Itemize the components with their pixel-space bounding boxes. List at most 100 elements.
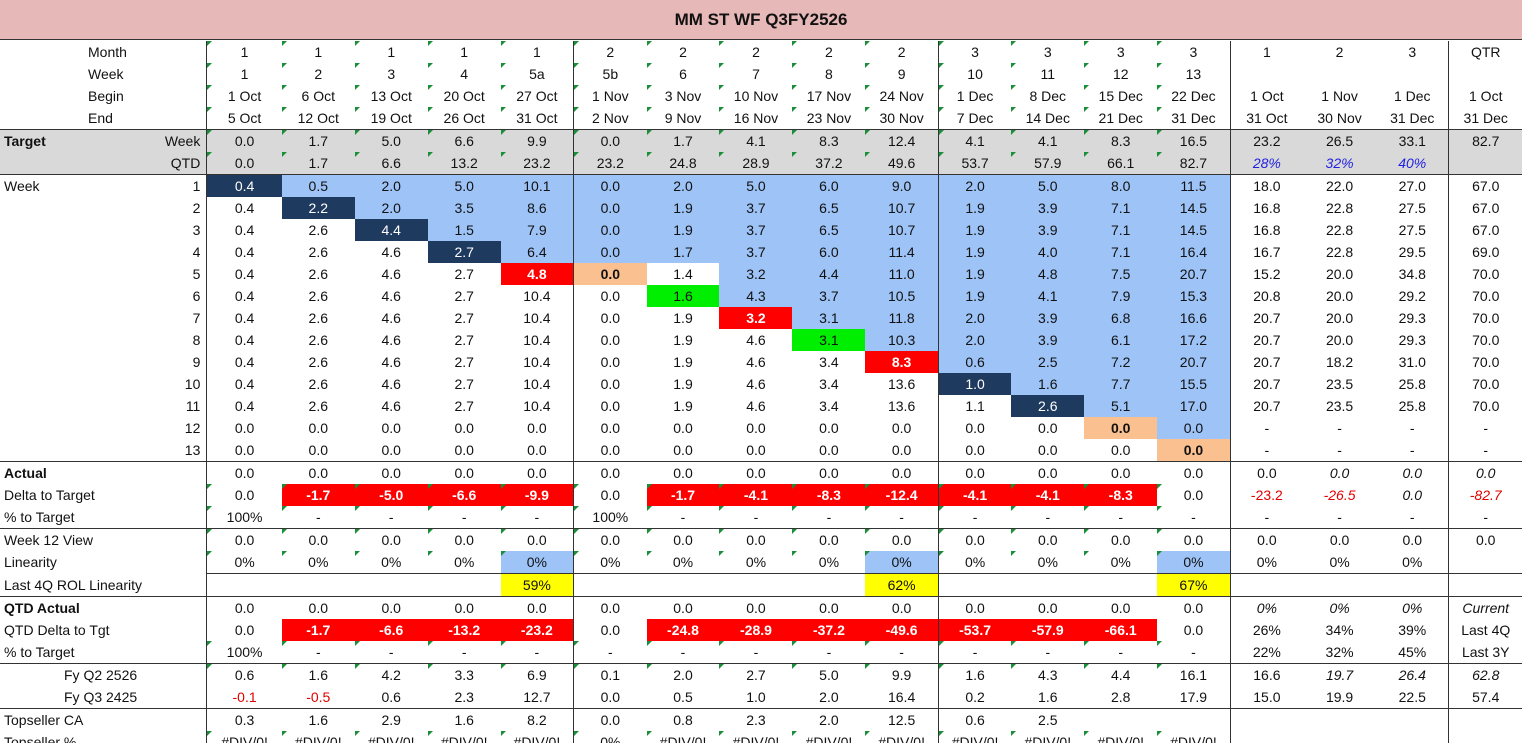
cell[interactable]: 10.7 (865, 219, 939, 241)
cell[interactable]: 2 (792, 41, 865, 63)
cell[interactable]: 0.0 (573, 197, 647, 219)
cell[interactable]: 4.6 (746, 332, 766, 348)
cell[interactable]: 0.0 (573, 708, 647, 731)
cell[interactable]: - (1337, 442, 1342, 458)
cell[interactable]: 6.5 (792, 197, 866, 219)
cell[interactable]: 4.6 (381, 354, 401, 370)
cell[interactable]: 8.2 (500, 708, 574, 731)
cell[interactable]: 4.2 (354, 663, 428, 686)
cell[interactable]: 0.0 (427, 596, 501, 619)
cell[interactable]: 23.5 (1325, 376, 1354, 392)
cell[interactable] (281, 573, 355, 597)
cell[interactable]: 2.6 (308, 288, 328, 304)
cell[interactable]: 1.9 (646, 219, 720, 241)
cell[interactable]: -0.1 (206, 686, 282, 709)
cell[interactable]: 15.0 (1229, 686, 1304, 709)
cell[interactable]: 1.9 (937, 285, 1012, 307)
cell[interactable]: 2.6 (308, 310, 328, 326)
cell[interactable]: - (1409, 509, 1415, 525)
cell[interactable]: 34% (1325, 622, 1354, 638)
cell[interactable] (1229, 708, 1304, 731)
cell[interactable]: 1.0 (937, 373, 1012, 395)
cell[interactable]: 2.0 (937, 174, 1012, 197)
cell[interactable] (937, 573, 1012, 597)
cell[interactable]: 0% (1229, 551, 1304, 574)
cell[interactable]: 2.5 (1011, 708, 1085, 731)
cell[interactable]: 0.5 (673, 689, 693, 705)
cell[interactable]: 0% (1011, 551, 1085, 574)
cell[interactable]: 1.7 (281, 152, 355, 175)
cell[interactable] (1229, 573, 1304, 597)
cell[interactable]: 7.1 (1084, 219, 1158, 241)
cell[interactable]: 31 Dec (1157, 107, 1230, 130)
cell[interactable]: 1.9 (673, 354, 693, 370)
cell[interactable]: 3.7 (719, 241, 793, 263)
cell[interactable]: 0.0 (573, 395, 647, 417)
cell[interactable]: -5.0 (354, 484, 428, 506)
cell[interactable]: 0.4 (206, 241, 282, 263)
cell[interactable]: 0.0 (573, 285, 647, 307)
cell[interactable]: 0.6 (937, 351, 1012, 373)
cell[interactable]: 0.0 (206, 439, 282, 462)
cell[interactable]: 22.8 (1325, 200, 1354, 216)
cell[interactable]: -1.7 (281, 484, 355, 506)
cell[interactable]: 0.0 (206, 528, 282, 551)
cell[interactable]: 6 Oct (281, 85, 355, 107)
cell[interactable]: 70.0 (1448, 285, 1522, 307)
cell[interactable]: -4.1 (1011, 484, 1085, 506)
cell[interactable]: - (1157, 641, 1230, 664)
cell[interactable]: 3.2 (719, 307, 793, 329)
cell[interactable]: 0.0 (1011, 461, 1085, 484)
cell[interactable]: 0.0 (206, 152, 282, 175)
cell[interactable]: 0.4 (206, 285, 282, 307)
cell[interactable]: 9.9 (865, 663, 939, 686)
cell[interactable]: 2 (573, 41, 647, 63)
cell[interactable]: 4.6 (381, 244, 401, 260)
cell[interactable]: 10.3 (865, 329, 939, 351)
cell[interactable]: 1 Oct (1229, 85, 1304, 107)
cell[interactable]: 1 Oct (206, 85, 282, 107)
cell[interactable]: 0.0 (937, 528, 1012, 551)
cell[interactable]: 4.6 (381, 376, 401, 392)
cell[interactable]: 3 (937, 41, 1012, 63)
cell[interactable]: 7.2 (1084, 351, 1158, 373)
cell[interactable]: 3.9 (1011, 307, 1085, 329)
cell[interactable]: -13.2 (427, 619, 501, 641)
cell[interactable]: 45% (1398, 644, 1427, 660)
cell[interactable]: 0.4 (206, 307, 282, 329)
cell[interactable] (1229, 731, 1304, 743)
cell[interactable]: 70.0 (1448, 307, 1522, 329)
cell[interactable]: 0% (719, 551, 793, 574)
cell[interactable]: 0% (1084, 551, 1158, 574)
cell[interactable]: 3 (1084, 41, 1157, 63)
cell[interactable] (1303, 573, 1377, 597)
cell[interactable]: 0.0 (673, 442, 693, 458)
cell[interactable]: 5b (573, 63, 647, 85)
cell[interactable]: 57.4 (1448, 686, 1522, 709)
cell[interactable]: 17.2 (1157, 329, 1231, 351)
cell[interactable]: Current (1448, 596, 1522, 619)
cell[interactable]: 0.0 (746, 420, 766, 436)
cell[interactable]: 0.0 (573, 241, 647, 263)
cell[interactable]: 0.0 (1157, 596, 1231, 619)
cell[interactable]: 34.8 (1398, 266, 1426, 282)
cell[interactable]: 69.0 (1448, 241, 1522, 263)
cell[interactable]: - (646, 506, 720, 529)
cell[interactable]: -8.3 (792, 484, 866, 506)
cell[interactable]: - (573, 641, 647, 664)
cell[interactable]: 3 (1011, 41, 1084, 63)
cell[interactable]: 53.7 (937, 152, 1012, 175)
cell[interactable]: 0.0 (573, 219, 647, 241)
cell[interactable]: 2 Nov (573, 107, 647, 130)
cell[interactable]: 3.3 (427, 663, 501, 686)
cell[interactable]: Last 4Q (1448, 619, 1522, 641)
cell[interactable]: 4.6 (381, 332, 401, 348)
cell[interactable]: 0.0 (865, 461, 939, 484)
cell[interactable]: 67.0 (1448, 197, 1522, 219)
cell[interactable]: 100% (206, 506, 282, 529)
cell[interactable]: 82.7 (1448, 129, 1522, 152)
cell[interactable]: 0.0 (573, 417, 647, 439)
cell[interactable] (1303, 708, 1377, 731)
cell[interactable]: 19.7 (1303, 663, 1377, 686)
cell[interactable]: 20.0 (1325, 310, 1354, 326)
